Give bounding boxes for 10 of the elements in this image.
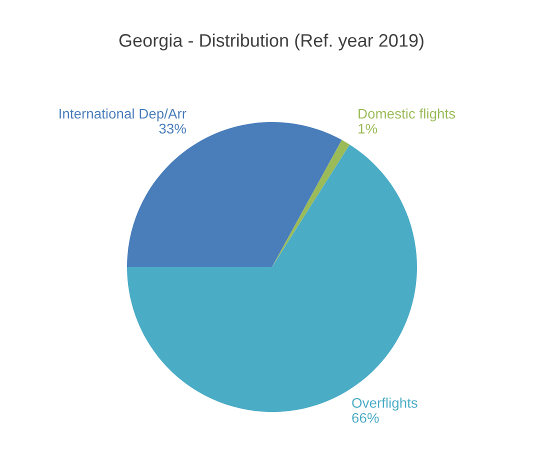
pie-slice [127, 122, 342, 267]
slice-label: International Dep/Arr [60, 108, 186, 122]
slice-label: Overflights [352, 398, 418, 411]
pie-slice [127, 144, 417, 412]
data-label: 1% [358, 124, 378, 134]
slice-label: Domestic flights [358, 108, 456, 122]
chart-title: Georgia - Distribution (Ref. year 2019) [119, 34, 424, 50]
pie-slice [272, 140, 350, 267]
data-label: 66% [352, 412, 379, 423]
data-label: 33% [159, 124, 186, 134]
